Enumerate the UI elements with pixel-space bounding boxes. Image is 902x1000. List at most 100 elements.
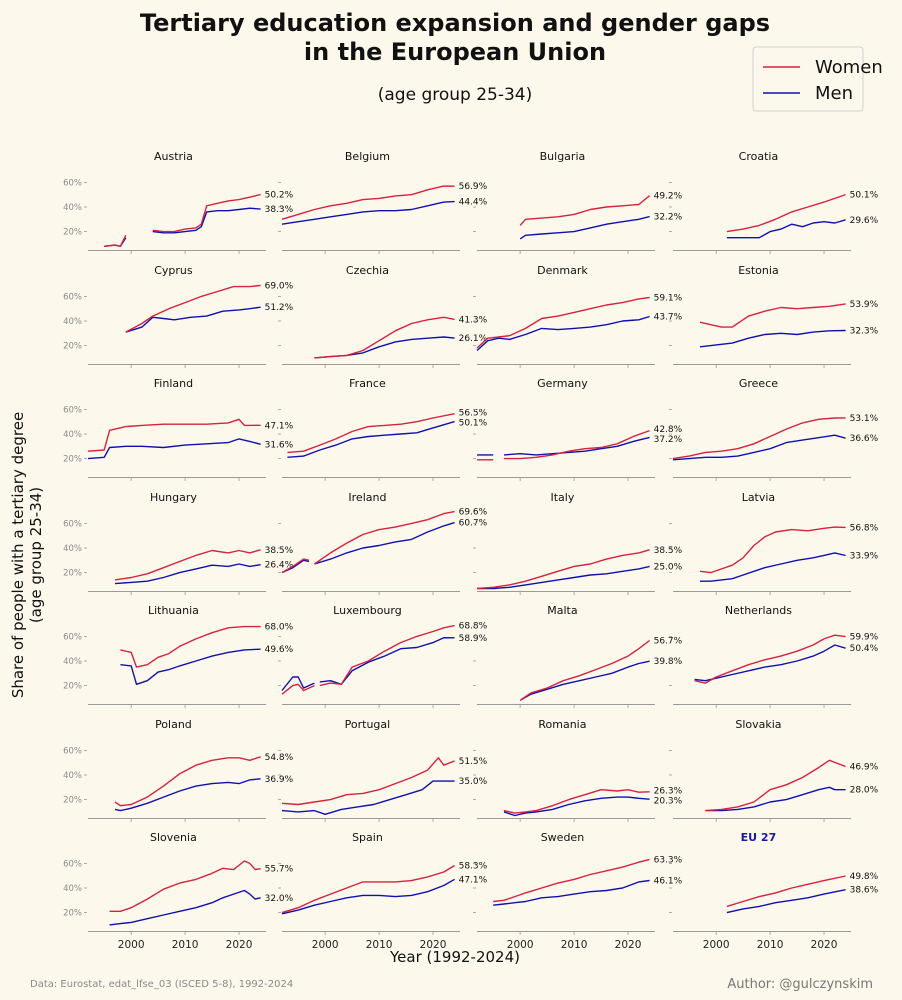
panel-eu-27: EU 27 2000 2010 2020 49.8% 38.6% xyxy=(669,831,879,951)
panel-germany: Germany 42.8%37.2% xyxy=(473,377,683,481)
women-line-poland xyxy=(114,756,261,807)
women-value-label: 26.3% xyxy=(654,787,683,797)
panel-croatia: Croatia 50.1% 29.6% xyxy=(669,150,879,254)
men-value-label: 51.2% xyxy=(265,303,294,313)
y-tick-label: 40% xyxy=(63,657,82,667)
women-line-malta xyxy=(519,639,651,701)
panel-poland: Poland 20% 40% 60% 54.8% 36.9% xyxy=(63,718,294,822)
women-value-label: 68.8% xyxy=(459,622,488,632)
women-line-romania xyxy=(503,789,650,814)
x-tick-label: 2010 xyxy=(172,939,199,951)
y-axis-label-line1: Share of people with a tertiary degree xyxy=(9,412,27,698)
women-value-label: 69.6% xyxy=(459,508,488,518)
men-value-label: 37.2% xyxy=(654,435,683,445)
x-tick-label: 2000 xyxy=(118,939,145,951)
men-line-slovakia xyxy=(705,786,846,812)
men-value-label: 49.6% xyxy=(265,645,294,655)
panel-title-finland: Finland xyxy=(154,377,193,390)
women-line-slovakia xyxy=(705,759,846,812)
men-value-label: 26.1% xyxy=(459,334,488,344)
men-value-label: 46.1% xyxy=(654,877,683,887)
women-value-label: 49.8% xyxy=(850,872,879,882)
men-line-czechia xyxy=(314,336,455,359)
men-value-label: 31.6% xyxy=(265,440,294,450)
panel-title-lithuania: Lithuania xyxy=(148,604,199,617)
men-value-label: 29.6% xyxy=(850,216,879,226)
women-value-label: 49.2% xyxy=(654,192,683,202)
women-line-portugal xyxy=(281,757,455,806)
women-value-label: 42.8% xyxy=(654,425,683,435)
men-value-label: 36.9% xyxy=(265,775,294,785)
panel-spain: Spain 2000 2010 2020 58.3% 47.1% xyxy=(278,831,488,951)
women-value-label: 50.1% xyxy=(850,191,879,201)
panel-title-slovakia: Slovakia xyxy=(735,718,781,731)
panel-title-luxembourg: Luxembourg xyxy=(333,604,402,617)
women-line-estonia xyxy=(699,303,846,328)
panel-hungary: Hungary 20% 40% 60% 38.5% 26.4% xyxy=(63,491,294,595)
men-value-label: 43.7% xyxy=(654,312,683,322)
men-value-label: 50.4% xyxy=(850,644,879,654)
men-value-label: 38.6% xyxy=(850,886,879,896)
women-value-label: 53.9% xyxy=(850,300,879,310)
panel-romania: Romania 26.3%20.3% xyxy=(473,718,683,822)
men-line-netherlands xyxy=(694,644,846,682)
men-value-label: 39.8% xyxy=(654,657,683,667)
men-line-sweden xyxy=(493,879,650,906)
men-line-austria xyxy=(104,207,261,247)
men-line-germany xyxy=(477,436,650,456)
men-value-label: 38.3% xyxy=(265,205,294,215)
panel-denmark: Denmark 59.1% 43.7% xyxy=(473,264,683,368)
small-multiples-grid: Austria 20% 40% 60% 50.2% 38.3% Belgium 56.9% 44… xyxy=(63,150,879,951)
x-tick-label: 2000 xyxy=(312,939,339,951)
y-tick-label: 60% xyxy=(63,746,82,756)
men-value-label: 50.1% xyxy=(459,419,488,429)
men-value-label: 20.3% xyxy=(654,797,683,807)
panel-title-hungary: Hungary xyxy=(150,491,197,504)
men-line-finland xyxy=(87,438,261,460)
men-value-label: 47.1% xyxy=(459,875,488,885)
men-value-label: 33.9% xyxy=(850,551,879,561)
y-axis-label-line2: (age group 25-34) xyxy=(27,487,45,623)
women-line-eu-27 xyxy=(726,875,846,908)
men-line-ireland xyxy=(281,521,455,574)
men-line-estonia xyxy=(699,329,846,348)
women-line-bulgaria xyxy=(519,195,651,226)
panel-slovenia: Slovenia 20% 40% 60% 2000 2010 2020 55.7% 32.0% xyxy=(63,831,294,951)
men-value-label: 28.0% xyxy=(850,786,879,796)
panel-title-netherlands: Netherlands xyxy=(725,604,792,617)
women-value-label: 63.3% xyxy=(654,855,683,865)
men-line-belgium xyxy=(281,200,455,225)
men-value-label: 36.6% xyxy=(850,434,879,444)
men-line-denmark xyxy=(476,315,650,352)
men-line-hungary xyxy=(114,563,261,585)
panel-malta: Malta 56.7% 39.8% xyxy=(473,604,683,708)
women-line-netherlands xyxy=(694,634,846,684)
men-line-bulgaria xyxy=(519,215,650,240)
x-tick-label: 2000 xyxy=(507,939,534,951)
panel-title-ireland: Ireland xyxy=(348,491,386,504)
panel-estonia: Estonia 53.9% 32.3% xyxy=(669,264,879,368)
men-line-romania xyxy=(503,796,650,817)
women-value-label: 69.0% xyxy=(265,281,294,291)
panel-title-cyprus: Cyprus xyxy=(154,264,193,277)
women-value-label: 51.5% xyxy=(459,757,488,767)
panel-finland: Finland 20% 40% 60% 47.1% 31.6% xyxy=(63,377,294,481)
panel-sweden: Sweden 2000 2010 2020 63.3% 46.1% xyxy=(473,831,683,951)
panel-title-slovenia: Slovenia xyxy=(150,831,197,844)
men-value-label: 32.2% xyxy=(654,213,683,223)
women-line-italy xyxy=(476,549,650,590)
x-tick-label: 2020 xyxy=(811,939,838,951)
y-tick-label: 40% xyxy=(63,771,82,781)
women-value-label: 59.9% xyxy=(850,633,879,643)
women-line-denmark xyxy=(476,296,650,349)
panel-title-denmark: Denmark xyxy=(537,264,588,277)
women-value-label: 56.7% xyxy=(654,636,683,646)
y-tick-label: 60% xyxy=(63,178,82,188)
panel-title-italy: Italy xyxy=(551,491,575,504)
y-tick-label: 60% xyxy=(63,292,82,302)
panel-title-greece: Greece xyxy=(739,377,778,390)
x-tick-label: 2020 xyxy=(615,939,642,951)
panel-title-malta: Malta xyxy=(547,604,577,617)
